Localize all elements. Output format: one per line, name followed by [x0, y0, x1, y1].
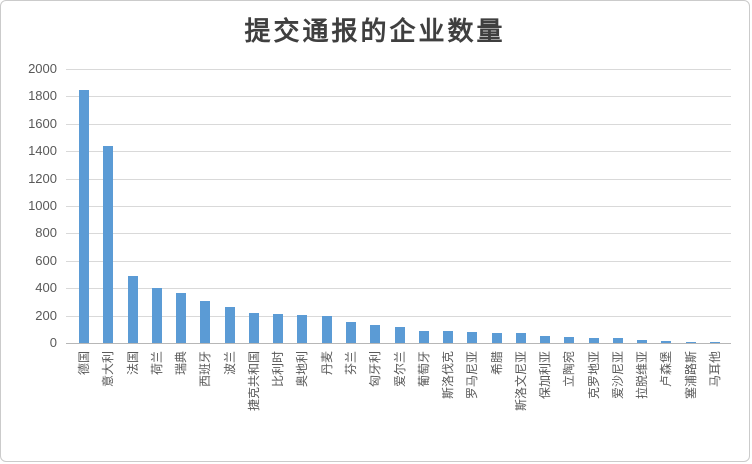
bar — [467, 332, 478, 343]
y-axis-tick-label: 1600 — [28, 115, 57, 131]
y-axis-tick-label: 600 — [35, 252, 57, 268]
x-axis-category-label: 捷克共和国 — [246, 351, 261, 412]
x-axis-category-label: 丹麦 — [319, 351, 334, 376]
gridline — [66, 206, 731, 207]
gridline — [66, 96, 731, 98]
x-axis-category-label: 爱尔兰 — [392, 351, 407, 388]
bar — [200, 301, 211, 343]
gridline — [66, 178, 731, 180]
bar — [710, 342, 721, 343]
bar — [564, 336, 575, 343]
gridline — [66, 260, 731, 262]
bar — [418, 330, 429, 343]
y-axis-tick-label: 200 — [35, 307, 57, 323]
bar — [127, 275, 138, 343]
x-axis-category-label: 葡萄牙 — [416, 351, 431, 388]
x-axis-line — [66, 343, 731, 344]
x-axis-category-label: 立陶宛 — [562, 351, 577, 388]
x-axis-category-label: 拉脱维亚 — [635, 351, 650, 400]
bar — [443, 331, 454, 343]
bar — [612, 337, 623, 343]
x-axis-category-label: 爱沙尼亚 — [610, 351, 625, 400]
bar — [685, 341, 696, 343]
x-axis-category-label: 法国 — [125, 351, 140, 376]
x-axis-category-label: 克罗地亚 — [586, 351, 601, 400]
gridline — [66, 288, 731, 290]
y-axis-tick-label: 2000 — [28, 61, 57, 76]
x-axis-category-label: 荷兰 — [149, 351, 164, 376]
bar — [370, 325, 381, 343]
x-axis-category-label: 意大利 — [101, 351, 116, 388]
y-axis-tick-label: 400 — [35, 280, 57, 296]
gridline — [66, 315, 731, 317]
y-axis-tick-label: 1000 — [28, 198, 57, 213]
bar — [103, 145, 114, 343]
bar — [588, 337, 599, 343]
x-axis-category-label: 希腊 — [489, 351, 504, 376]
bar — [79, 89, 89, 343]
bar — [540, 336, 551, 343]
bar — [637, 340, 648, 343]
gridline — [66, 123, 731, 125]
bar — [661, 340, 672, 343]
x-axis-category-label: 西班牙 — [198, 351, 213, 388]
gridline — [66, 151, 731, 153]
x-axis-category-label: 保加利亚 — [538, 351, 553, 400]
x-axis-category-label: 瑞典 — [174, 351, 189, 376]
x-axis-category-label: 德国 — [77, 351, 91, 376]
y-axis-tick-label: 1800 — [28, 88, 57, 104]
bar — [151, 287, 162, 343]
bar — [224, 306, 235, 343]
x-axis-category-label: 奥地利 — [295, 351, 310, 388]
y-axis-tick-label: 1400 — [28, 143, 57, 159]
y-axis-tick-label: 0 — [49, 335, 57, 350]
bar — [176, 292, 187, 343]
y-axis-tick-label: 1200 — [28, 170, 57, 186]
gridline — [66, 69, 731, 70]
x-axis-category-label: 塞浦路斯 — [683, 351, 698, 400]
x-axis-category-label: 芬兰 — [343, 351, 358, 376]
bar — [297, 314, 308, 343]
bar — [515, 333, 526, 343]
bar — [491, 332, 502, 343]
x-axis-category-label: 卢森堡 — [659, 351, 674, 388]
x-axis-category-label: 比利时 — [271, 351, 286, 388]
bar — [321, 316, 332, 343]
x-axis-category-label: 斯洛伐克 — [441, 351, 456, 400]
bar — [345, 322, 356, 343]
x-axis-category-label: 斯洛文尼亚 — [513, 351, 528, 412]
x-axis-category-label: 波兰 — [222, 351, 237, 376]
bar — [273, 314, 284, 343]
bar — [394, 326, 405, 343]
y-axis-tick-label: 800 — [35, 225, 57, 241]
x-axis-category-label: 匈牙利 — [368, 351, 383, 388]
chart-title: 提交通报的企业数量 — [244, 16, 506, 46]
gridline — [66, 233, 731, 235]
x-axis-category-label: 罗马尼亚 — [465, 351, 480, 400]
x-axis-category-label: 马耳他 — [708, 351, 723, 388]
bar — [248, 312, 259, 343]
